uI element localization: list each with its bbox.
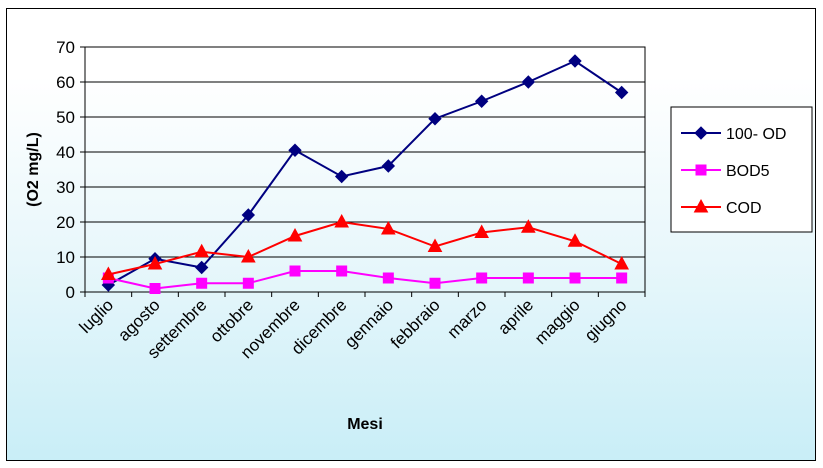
data-point bbox=[428, 112, 442, 126]
plot-area bbox=[84, 46, 646, 293]
data-point bbox=[380, 220, 396, 235]
legend-marker bbox=[694, 126, 708, 140]
data-point bbox=[242, 277, 254, 289]
data-point bbox=[289, 265, 301, 277]
series-layer bbox=[100, 54, 630, 294]
series-line bbox=[107, 59, 623, 286]
data-point bbox=[614, 255, 630, 270]
x-tick-label: giugno bbox=[581, 295, 631, 345]
data-point bbox=[381, 159, 396, 173]
data-point bbox=[287, 227, 303, 242]
series-line bbox=[108, 220, 623, 276]
data-point bbox=[568, 54, 582, 68]
data-point bbox=[569, 272, 581, 284]
series-2 bbox=[100, 213, 630, 280]
x-tick-label: gennaio bbox=[341, 295, 397, 351]
data-point bbox=[476, 272, 488, 284]
data-point bbox=[616, 272, 628, 284]
data-point bbox=[100, 266, 116, 280]
data-point bbox=[334, 169, 349, 184]
x-axis-ticks: luglioagostosettembreottobrenovembredice… bbox=[76, 292, 646, 362]
series-1 bbox=[102, 265, 628, 294]
data-point bbox=[147, 255, 163, 270]
data-point bbox=[240, 248, 256, 263]
data-point bbox=[427, 238, 443, 252]
data-point bbox=[614, 85, 629, 100]
x-axis-title: Mesi bbox=[347, 416, 383, 433]
y-tick-label: 20 bbox=[56, 213, 75, 232]
legend-label: 100- OD bbox=[726, 126, 786, 143]
data-point bbox=[149, 283, 161, 294]
x-tick-label: maggio bbox=[531, 295, 584, 348]
data-point bbox=[194, 260, 209, 275]
y-tick-label: 40 bbox=[56, 143, 75, 162]
y-axis-ticks: 0 10 20 30 40 50 60 70 bbox=[56, 38, 85, 302]
data-point bbox=[196, 277, 208, 289]
y-tick-label: 50 bbox=[56, 108, 75, 127]
legend-label: COD bbox=[726, 200, 762, 217]
x-tick-label: marzo bbox=[444, 295, 491, 342]
data-point bbox=[567, 233, 583, 247]
series-0 bbox=[101, 54, 629, 292]
legend-item: COD bbox=[681, 198, 762, 217]
legend-label: BOD5 bbox=[726, 163, 770, 180]
legend-marker bbox=[695, 164, 707, 176]
x-tick-label: luglio bbox=[76, 295, 118, 337]
y-tick-label: 70 bbox=[56, 38, 75, 57]
data-point bbox=[520, 219, 536, 233]
legend: 100- OD BOD5 COD bbox=[670, 106, 813, 233]
y-tick-label: 10 bbox=[56, 248, 75, 267]
data-point bbox=[521, 75, 536, 89]
data-point bbox=[522, 272, 534, 284]
data-point bbox=[334, 213, 350, 228]
series-line bbox=[108, 270, 622, 290]
data-point bbox=[336, 265, 348, 277]
data-point bbox=[382, 272, 394, 284]
y-tick-label: 0 bbox=[66, 283, 75, 302]
data-point bbox=[474, 224, 490, 238]
y-tick-label: 30 bbox=[56, 178, 75, 197]
x-tick-label: aprile bbox=[494, 295, 537, 338]
legend-marker bbox=[693, 198, 709, 213]
data-point bbox=[474, 94, 489, 108]
data-point bbox=[429, 277, 441, 289]
y-axis-title: (O2 mg/L) bbox=[25, 132, 42, 207]
data-point bbox=[194, 243, 210, 258]
data-point bbox=[241, 208, 256, 222]
y-tick-label: 60 bbox=[56, 73, 75, 92]
legend-item: BOD5 bbox=[681, 163, 770, 180]
data-point bbox=[288, 143, 302, 157]
x-tick-label: febbraio bbox=[387, 295, 444, 352]
gridlines bbox=[85, 46, 645, 293]
chart-area bbox=[6, 8, 816, 461]
legend-item: 100- OD bbox=[681, 126, 786, 143]
